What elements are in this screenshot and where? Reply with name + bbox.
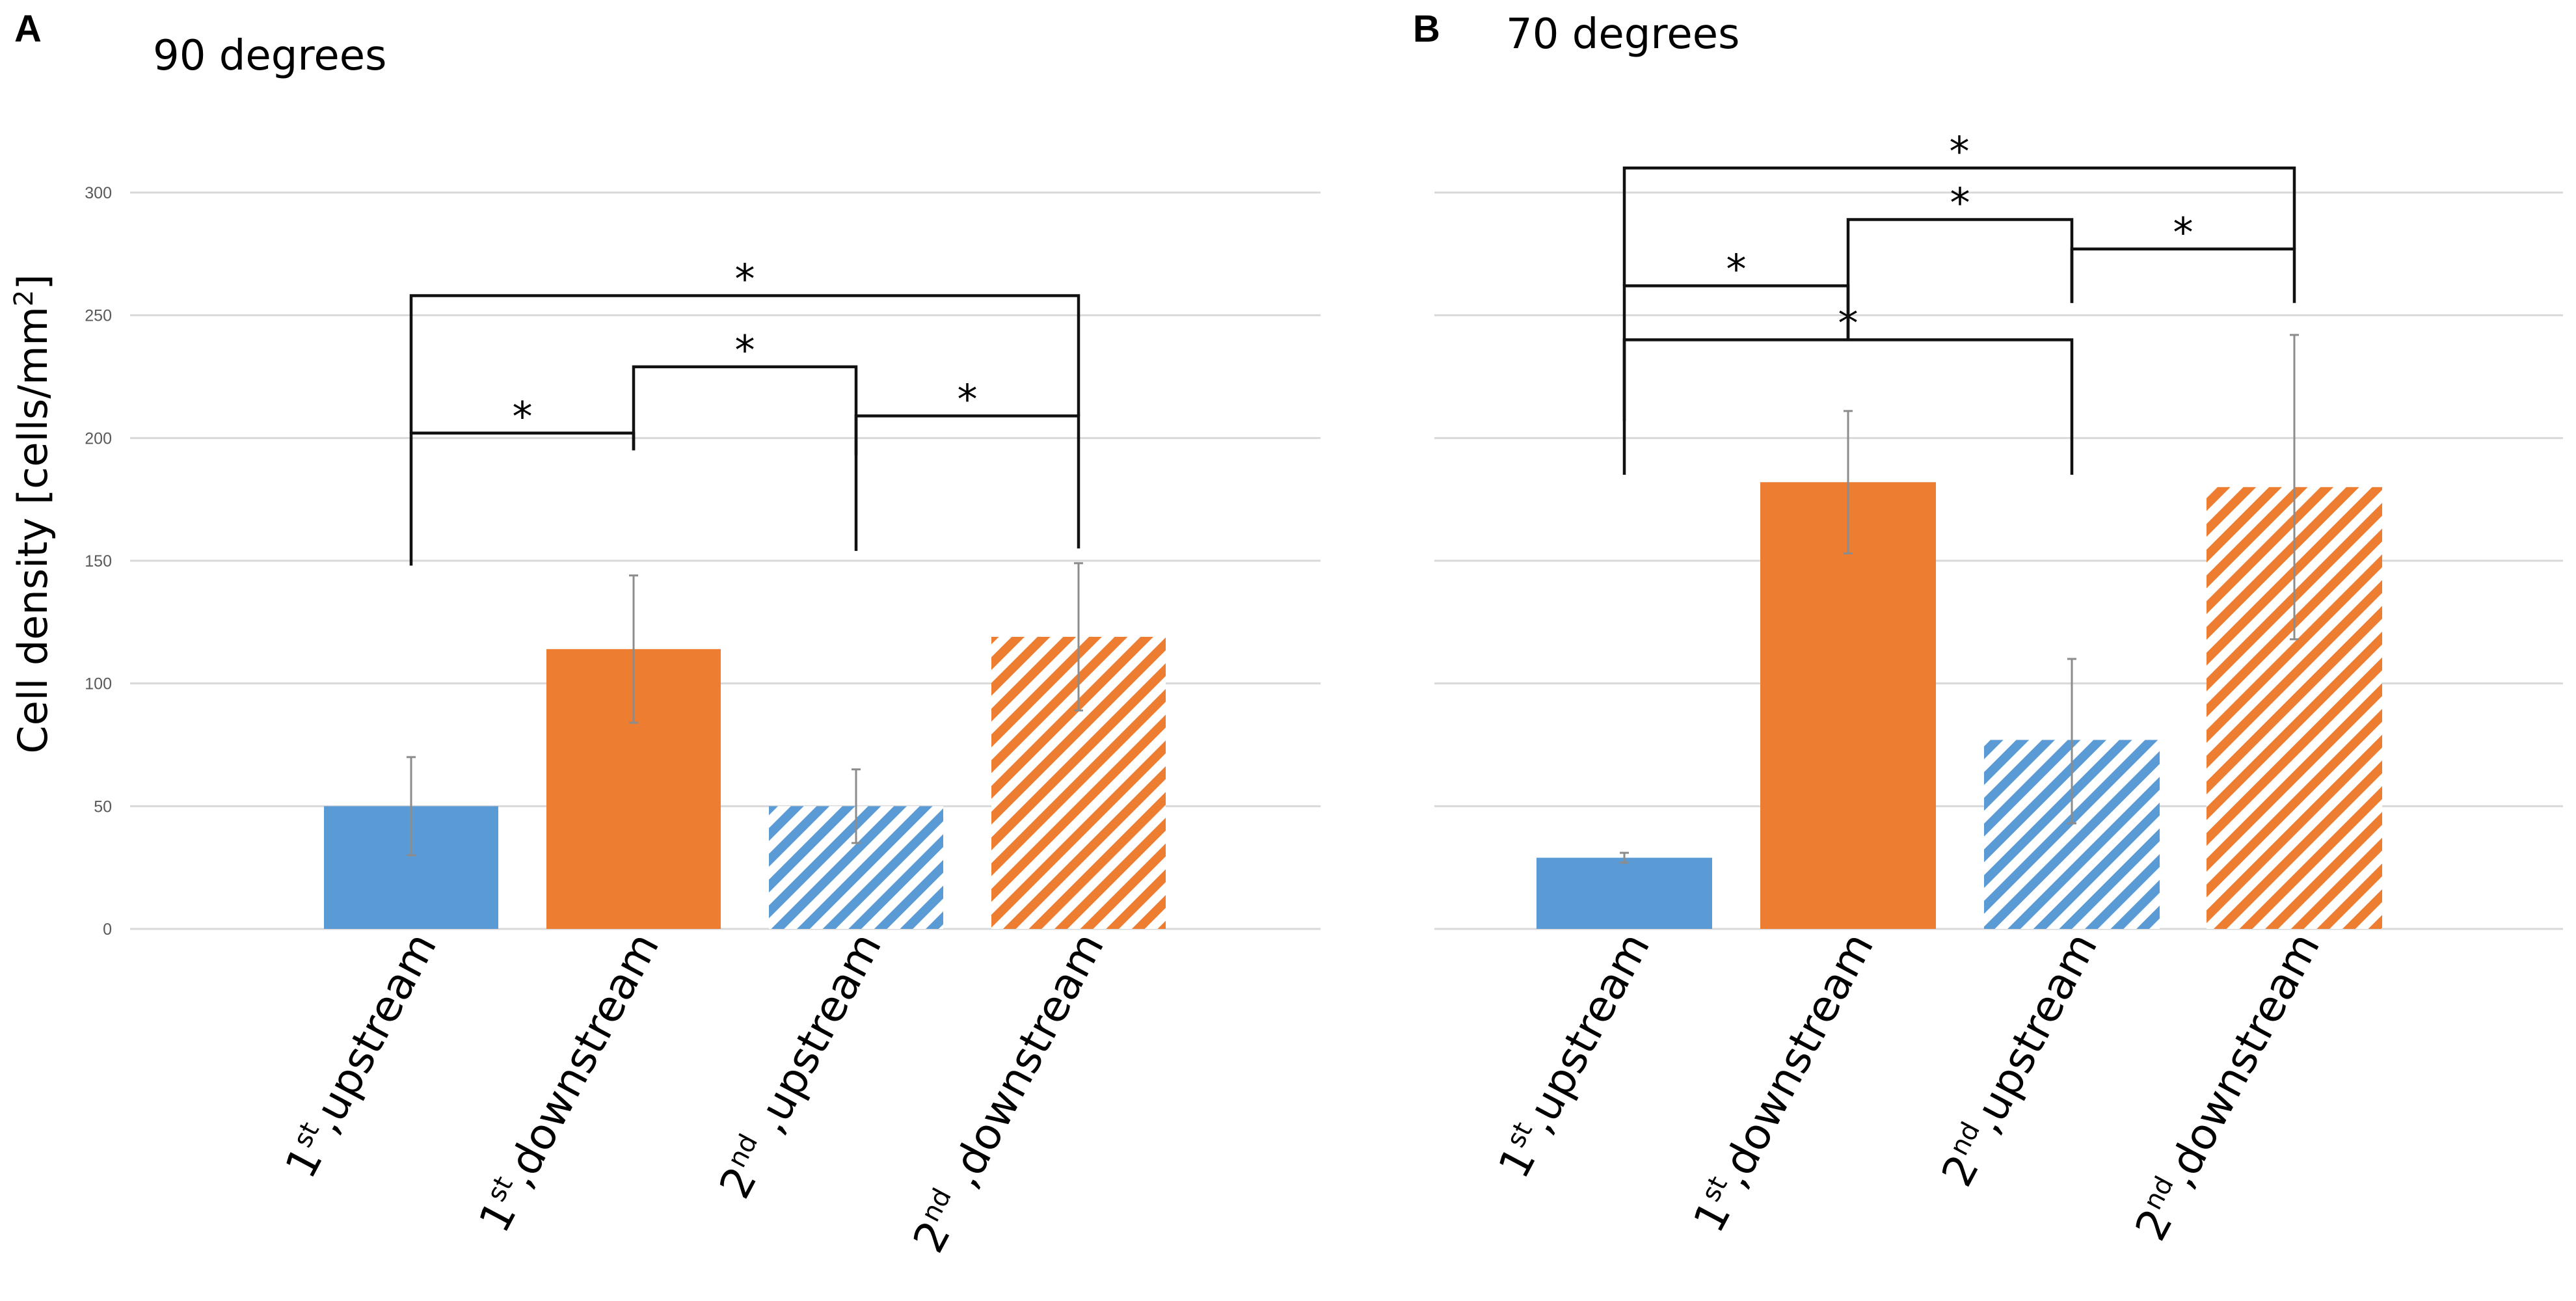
- category-label-rest: ,downstream: [1708, 924, 1883, 1195]
- y-tick-label-150: 150: [85, 552, 112, 570]
- significance-star: *: [1950, 180, 1970, 227]
- category-label-rest: ,upstream: [1512, 924, 1659, 1141]
- category-label-b-1: 1st,upstream: [1488, 924, 1659, 1187]
- y-tick-label-50: 50: [94, 798, 112, 816]
- category-label-rest: ,downstream: [932, 924, 1114, 1207]
- error-bar-b-3: [2067, 658, 2076, 825]
- significance-star: *: [513, 393, 533, 440]
- category-label-rest: ,upstream: [738, 924, 892, 1153]
- y-tick-label-0: 0: [103, 920, 112, 939]
- error-bar-a-4: [1074, 562, 1083, 712]
- category-label-rest: ,downstream: [493, 924, 669, 1195]
- y-tick-label-100: 100: [85, 675, 112, 693]
- chart-layer: 0501001502002503001st,upstream1st,downst…: [85, 127, 2563, 1261]
- significance-bracket-a-4: *: [409, 255, 1080, 433]
- y-tick-label-200: 200: [85, 429, 112, 448]
- significance-star: *: [958, 375, 978, 423]
- panel-a: 0 50 100 150 200 250 300 1st,upstream1st,downst…: [85, 184, 1321, 1261]
- category-label-b-2: 1st,downstream: [1683, 924, 1883, 1241]
- category-label-a-2: 1st,downstream: [468, 924, 669, 1241]
- y-axis-label-end: ]: [9, 274, 57, 289]
- bar-b-1: [1536, 857, 1712, 929]
- category-label-rest: ,upstream: [299, 924, 446, 1141]
- significance-star: *: [735, 255, 755, 302]
- category-label-a-1: 1st,upstream: [275, 924, 446, 1187]
- error-bar-a-1: [407, 756, 416, 857]
- y-tick-label-250: 250: [85, 307, 112, 325]
- error-bar-b-4: [2290, 334, 2299, 641]
- panel-a-letter: A: [14, 8, 42, 50]
- significance-star: *: [1950, 127, 1970, 175]
- bracket-line: [1622, 284, 1850, 421]
- error-bar-b-1: [1620, 852, 1629, 864]
- category-label-a-3: 2nd ,upstream: [709, 924, 891, 1207]
- bracket-line: [409, 431, 636, 566]
- significance-bracket-b-4: *: [2070, 209, 2296, 303]
- significance-bracket-b-5: *: [1622, 127, 2296, 286]
- y-axis-label: Cell density [cells/mm2]: [9, 274, 57, 753]
- error-bar-a-3: [852, 768, 861, 844]
- y-axis-label-sup: 2: [9, 290, 39, 306]
- bracket-line: [1846, 218, 2074, 340]
- panel-b-letter: B: [1413, 8, 1440, 50]
- bracket-line: [632, 365, 858, 551]
- category-label-rest: ,downstream: [2154, 924, 2329, 1195]
- significance-star: *: [1726, 245, 1747, 293]
- bracket-line: [854, 414, 1080, 549]
- bracket-line: [409, 294, 1080, 433]
- significance-bracket-a-3: *: [854, 375, 1080, 549]
- significance-star: *: [2173, 209, 2194, 256]
- significance-bracket-a-2: *: [632, 327, 858, 551]
- bracket-line: [1622, 167, 2296, 286]
- bracket-line: [2070, 247, 2296, 303]
- panel-b-title: 70 degrees: [1506, 10, 1739, 59]
- error-bar-a-2: [629, 574, 638, 724]
- category-label-b-4: 2nd,downstream: [2125, 924, 2329, 1248]
- y-axis-label-text: Cell density [cells/mm: [9, 306, 57, 753]
- significance-star: *: [735, 327, 755, 374]
- significance-bracket-a-1: *: [409, 393, 636, 566]
- panel-a-title: 90 degrees: [153, 32, 386, 80]
- category-label-rest: ,upstream: [1960, 924, 2107, 1141]
- error-bar-b-2: [1844, 410, 1853, 555]
- y-tick-label-300: 300: [85, 184, 112, 202]
- category-label-a-4: 2nd ,downstream: [903, 924, 1114, 1261]
- bar-b-2: [1760, 482, 1936, 929]
- significance-bracket-b-1: *: [1622, 245, 1850, 421]
- category-label-b-3: 2nd,upstream: [1931, 924, 2107, 1194]
